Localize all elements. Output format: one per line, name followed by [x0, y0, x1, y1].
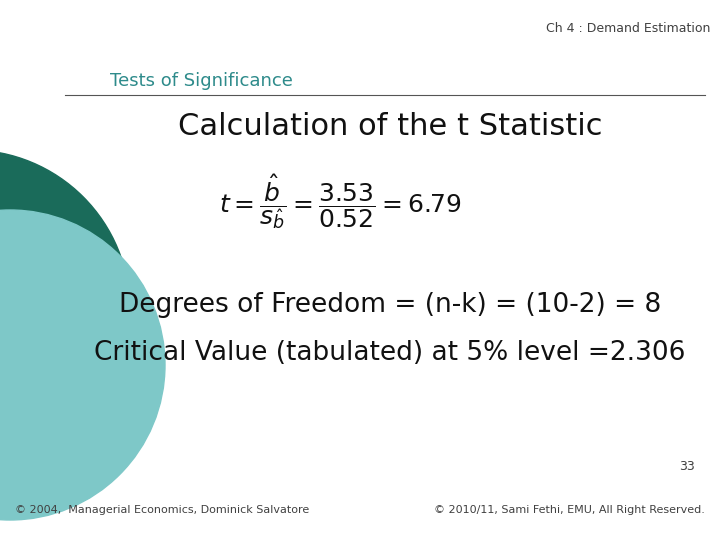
Circle shape — [0, 150, 130, 470]
Text: 33: 33 — [679, 460, 695, 473]
Text: © 2004,  Managerial Economics, Dominick Salvatore: © 2004, Managerial Economics, Dominick S… — [15, 505, 310, 515]
Text: Tests of Significance: Tests of Significance — [110, 72, 293, 90]
Text: $t = \dfrac{\hat{b}}{s_{\hat{b}}} = \dfrac{3.53}{0.52} = 6.79$: $t = \dfrac{\hat{b}}{s_{\hat{b}}} = \dfr… — [219, 172, 462, 231]
Text: Calculation of the t Statistic: Calculation of the t Statistic — [178, 112, 602, 141]
Text: Critical Value (tabulated) at 5% level =2.306: Critical Value (tabulated) at 5% level =… — [94, 340, 685, 366]
Text: Degrees of Freedom = (n-k) = (10-2) = 8: Degrees of Freedom = (n-k) = (10-2) = 8 — [119, 292, 661, 318]
Circle shape — [0, 210, 165, 520]
Text: © 2010/11, Sami Fethi, EMU, All Right Reserved.: © 2010/11, Sami Fethi, EMU, All Right Re… — [434, 505, 705, 515]
Text: Ch 4 : Demand Estimation: Ch 4 : Demand Estimation — [546, 22, 710, 35]
